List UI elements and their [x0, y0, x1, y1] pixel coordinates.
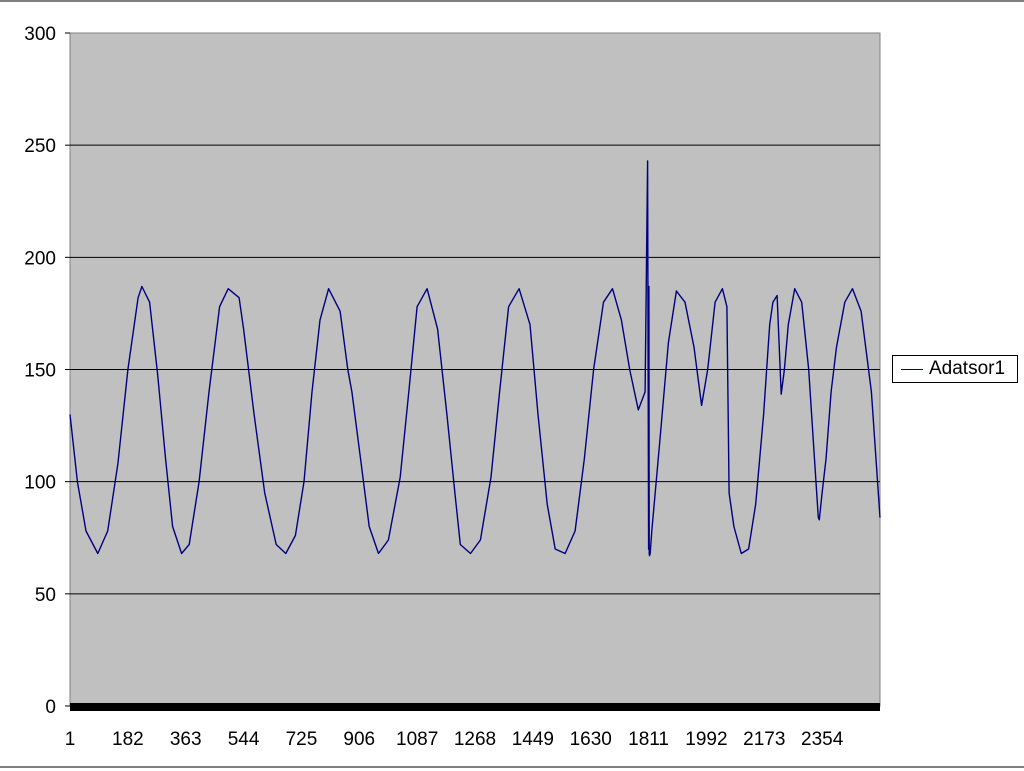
legend-swatch [901, 368, 923, 370]
x-tick-label: 725 [286, 729, 318, 750]
legend: Adatsor1 [892, 355, 1018, 383]
x-tick-label: 906 [343, 729, 375, 750]
y-tick-label: 300 [24, 24, 56, 45]
x-tick-label: 363 [170, 729, 202, 750]
y-tick-label: 50 [35, 585, 56, 606]
x-tick-label: 1268 [454, 729, 496, 750]
x-tick-label: 2354 [801, 729, 844, 750]
y-tick-label: 100 [24, 473, 56, 494]
y-tick-label: 150 [24, 361, 56, 382]
x-tick-label: 1449 [512, 729, 554, 750]
x-axis: 1 182 363 544 725 906 1087 1268 1449 1630 1811 1992… [65, 729, 844, 750]
y-axis: 0 50 100 150 200 250 300 [24, 24, 70, 718]
x-tick-label: 1992 [685, 729, 727, 750]
x-tick-label: 1 [65, 729, 76, 750]
gridlines [70, 144, 880, 595]
series-line-adatsor1 [69, 160, 881, 557]
x-tick-label: 2173 [743, 729, 785, 750]
x-axis-line [70, 703, 880, 711]
x-tick-label: 544 [228, 729, 260, 750]
y-tick-label: 0 [45, 697, 56, 718]
x-tick-label: 1087 [396, 729, 438, 750]
x-tick-label: 182 [112, 729, 144, 750]
y-tick-label: 200 [24, 248, 56, 269]
y-tick-label: 250 [24, 136, 56, 157]
x-tick-label: 1630 [570, 729, 612, 750]
x-tick-label: 1811 [628, 729, 669, 750]
legend-entry-label: Adatsor1 [929, 358, 1006, 379]
